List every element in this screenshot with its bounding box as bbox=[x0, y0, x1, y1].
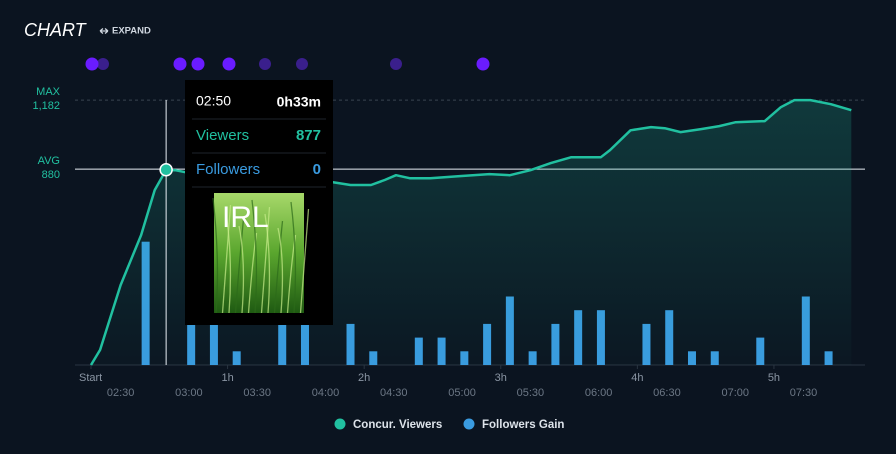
x-tick-label-time: 05:00 bbox=[448, 387, 476, 399]
legend-swatch bbox=[463, 418, 475, 430]
category-marker[interactable] bbox=[390, 58, 402, 70]
x-tick-label-time: 03:30 bbox=[243, 387, 271, 399]
x-tick-label: Start bbox=[79, 372, 102, 384]
x-tick-label-time: 04:00 bbox=[312, 387, 340, 399]
category-marker[interactable] bbox=[259, 58, 271, 70]
category-marker[interactable] bbox=[85, 57, 99, 71]
grass-blade bbox=[225, 211, 232, 314]
expand-icon[interactable] bbox=[99, 28, 109, 34]
chart-title: CHART bbox=[24, 20, 88, 40]
grass-blade bbox=[238, 225, 245, 314]
tooltip-label: Followers bbox=[196, 161, 260, 178]
x-tick-label: 3h bbox=[495, 372, 507, 384]
x-tick-label-time: 07:00 bbox=[721, 387, 749, 399]
category-marker[interactable] bbox=[222, 57, 236, 71]
y-tick-name: MAX bbox=[36, 86, 61, 98]
x-tick-label: 5h bbox=[768, 372, 780, 384]
tooltip-value: 0 bbox=[313, 161, 321, 178]
expand-label[interactable]: EXPAND bbox=[112, 26, 151, 37]
category-marker[interactable] bbox=[191, 57, 205, 71]
category-image-text: IRL bbox=[222, 201, 269, 234]
grass-blade bbox=[299, 208, 310, 314]
grass-blade bbox=[221, 204, 232, 314]
x-tick-label-time: 06:00 bbox=[585, 387, 613, 399]
legend-label: Followers Gain bbox=[482, 419, 564, 431]
tooltip: 02:50 0h33m Viewers 877 Followers 0 IRL bbox=[185, 80, 333, 325]
x-tick-label: 4h bbox=[631, 372, 643, 384]
hover-point bbox=[159, 163, 173, 177]
x-tick-label-time: 04:30 bbox=[380, 387, 408, 399]
grass-blade bbox=[273, 220, 284, 314]
grass-blade bbox=[290, 201, 297, 314]
x-tick-label: 1h bbox=[221, 372, 233, 384]
x-tick-label-time: 07:30 bbox=[790, 387, 818, 399]
tooltip-label: Viewers bbox=[196, 127, 249, 144]
x-tick-label-time: 03:00 bbox=[175, 387, 203, 399]
grass-blade bbox=[277, 227, 284, 314]
grass-blade bbox=[212, 197, 219, 314]
grass-blade bbox=[251, 199, 258, 314]
category-marker[interactable] bbox=[296, 58, 308, 70]
tooltip-elapsed: 0h33m bbox=[277, 94, 321, 110]
y-tick-label: 880 bbox=[42, 169, 60, 181]
expand-button[interactable]: EXPAND bbox=[99, 26, 151, 37]
category-marker[interactable] bbox=[476, 57, 490, 71]
y-tick-label: 1,182 bbox=[32, 100, 60, 112]
legend-label: Concur. Viewers bbox=[353, 419, 442, 431]
x-tick-label: 2h bbox=[358, 372, 370, 384]
category-markers bbox=[85, 57, 490, 71]
tooltip-time: 02:50 bbox=[196, 93, 231, 109]
grass-blade bbox=[260, 206, 271, 314]
category-marker[interactable] bbox=[97, 58, 109, 70]
x-tick-label-time: 02:30 bbox=[107, 387, 135, 399]
grass-blade bbox=[234, 218, 245, 314]
grass-blade bbox=[264, 213, 271, 314]
tooltip-value: 877 bbox=[296, 127, 321, 144]
y-tick-name: AVG bbox=[38, 155, 60, 167]
x-tick-label-time: 05:30 bbox=[517, 387, 545, 399]
legend-swatch bbox=[334, 418, 346, 430]
x-tick-label-time: 06:30 bbox=[653, 387, 681, 399]
category-marker[interactable] bbox=[173, 57, 187, 71]
viewers-line bbox=[89, 98, 852, 366]
